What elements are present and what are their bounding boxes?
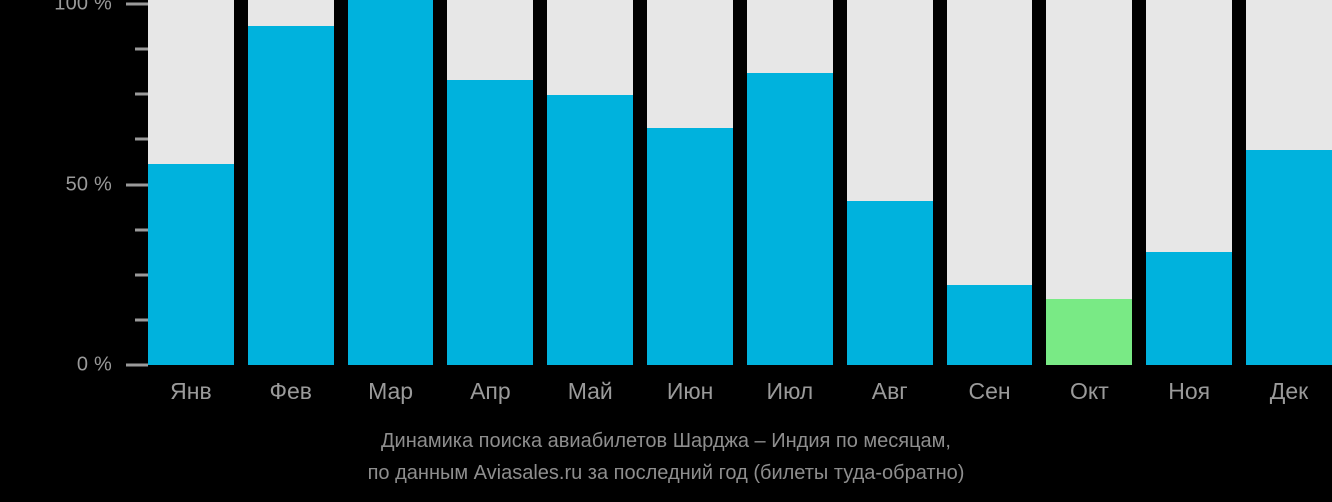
bar-fill xyxy=(746,73,833,365)
y-tick-minor xyxy=(135,273,148,277)
bar-fill xyxy=(1146,251,1233,365)
y-axis: 100 % 50 % 0 % xyxy=(0,0,148,376)
y-axis-label: 0 % xyxy=(76,353,112,376)
chart-caption: Динамика поиска авиабилетов Шарджа – Инд… xyxy=(0,425,1332,489)
bar-fill xyxy=(946,284,1033,365)
y-tick-minor xyxy=(135,318,148,322)
bar-slot[interactable] xyxy=(247,0,334,365)
bar-fill xyxy=(1046,299,1133,365)
bar-slot[interactable] xyxy=(347,0,434,365)
bar-fill xyxy=(846,200,933,365)
x-axis-labels: Янв Фев Мар Апр Май Июн Июл Авг Сен Окт Ноя Дек xyxy=(148,365,1332,417)
bar-slot[interactable] xyxy=(946,0,1033,365)
x-axis-label: Июн xyxy=(666,378,714,404)
bar-fill xyxy=(347,0,434,365)
y-tick-minor xyxy=(135,228,148,232)
y-tick-minor xyxy=(135,47,148,51)
x-axis-label: Янв xyxy=(170,378,212,404)
bar-slot[interactable] xyxy=(148,0,234,365)
x-axis-label: Мар xyxy=(368,378,414,404)
x-axis-label: Авг xyxy=(871,378,908,404)
y-tick-major xyxy=(126,2,148,6)
x-axis-label: Июл xyxy=(766,378,814,404)
bar-fill xyxy=(1246,149,1332,365)
bar-slot[interactable] xyxy=(547,0,634,365)
bar-fill xyxy=(247,25,334,365)
bar-series xyxy=(148,0,1332,365)
y-tick-major xyxy=(126,363,148,367)
y-tick-minor xyxy=(135,92,148,96)
bar-slot[interactable] xyxy=(746,0,833,365)
y-tick-minor xyxy=(135,137,148,141)
bar-fill xyxy=(647,127,733,365)
caption-line-1: Динамика поиска авиабилетов Шарджа – Инд… xyxy=(381,430,951,452)
bar-slot[interactable] xyxy=(447,0,534,365)
bar-slot[interactable] xyxy=(1046,0,1133,365)
x-axis-label: Апр xyxy=(470,378,511,404)
y-axis-label: 50 % xyxy=(65,173,112,195)
bar-fill xyxy=(447,80,534,365)
y-tick-major xyxy=(126,183,148,186)
bar-slot[interactable] xyxy=(1246,0,1332,365)
bar-slot[interactable] xyxy=(846,0,933,365)
bar-fill xyxy=(148,164,234,365)
bar-slot[interactable] xyxy=(647,0,733,365)
caption-line-2: по данным Aviasales.ru за последний год … xyxy=(367,462,965,484)
bar-slot[interactable] xyxy=(1146,0,1233,365)
y-axis-label: 100 % xyxy=(54,0,112,15)
x-axis-label: Дек xyxy=(1269,378,1309,404)
x-axis-label: Сен xyxy=(968,378,1011,404)
x-axis-label: Ноя xyxy=(1168,378,1211,404)
x-axis-label: Май xyxy=(567,378,613,404)
bar-fill xyxy=(547,94,634,365)
x-axis-label: Окт xyxy=(1069,378,1109,404)
plot-area xyxy=(148,0,1332,365)
x-axis-label: Фев xyxy=(269,378,312,404)
